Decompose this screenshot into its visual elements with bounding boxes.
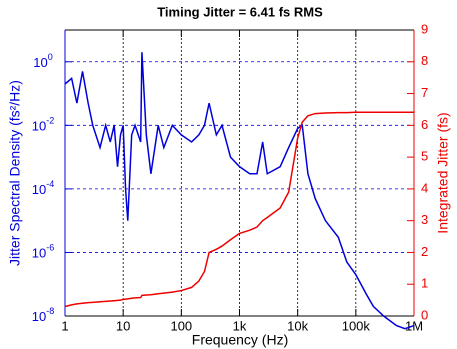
x-tick-label: 1k — [233, 318, 247, 333]
y-tick-base: 10 — [32, 246, 46, 261]
x-axis-label: Frequency (Hz) — [192, 332, 288, 348]
x-tick-label: 100k — [342, 318, 371, 333]
y-tick-base: 10 — [33, 55, 47, 70]
y2-tick-label: 8 — [421, 53, 428, 68]
x-tick-label: 100 — [170, 318, 192, 333]
y-tick-exponent: -8 — [46, 306, 54, 316]
y-tick-base: 10 — [32, 309, 46, 324]
x-tick-label: 10k — [287, 318, 308, 333]
x-tick-label: 10 — [116, 318, 130, 333]
y2-tick-label: 4 — [421, 180, 428, 195]
y-tick-label: 10-2 — [32, 116, 54, 134]
y2-tick-label: 1 — [421, 276, 428, 291]
y2-tick-label: 7 — [421, 85, 428, 100]
y-tick-label: 10-8 — [32, 306, 54, 324]
chart-title: Timing Jitter = 6.41 fs RMS — [157, 4, 323, 19]
y-tick-base: 10 — [32, 182, 46, 197]
y2-tick-label: 9 — [421, 21, 428, 36]
x-tick-label: 1 — [61, 318, 68, 333]
y2-tick-label: 2 — [421, 244, 428, 259]
y-tick-label: 10-6 — [32, 243, 54, 261]
series-line — [64, 52, 415, 330]
y-tick-exponent: -2 — [46, 116, 54, 126]
y-tick-exponent: 0 — [48, 52, 53, 62]
series-line — [64, 111, 414, 308]
y2-tick-label: 5 — [421, 149, 428, 164]
y2-axis-label: Integrated Jitter (fs) — [435, 112, 451, 233]
y-tick-exponent: -4 — [46, 179, 54, 189]
y-tick-exponent: -6 — [46, 243, 54, 253]
y-axis-label: Jitter Spectral Density (fs²/Hz) — [7, 80, 23, 266]
y2-tick-label: 3 — [421, 212, 428, 227]
y-tick-label: 100 — [33, 52, 52, 70]
y-tick-label: 10-4 — [32, 179, 54, 197]
y2-tick-label: 6 — [421, 117, 428, 132]
y2-tick-label: 0 — [421, 307, 428, 322]
y-tick-base: 10 — [32, 119, 46, 134]
